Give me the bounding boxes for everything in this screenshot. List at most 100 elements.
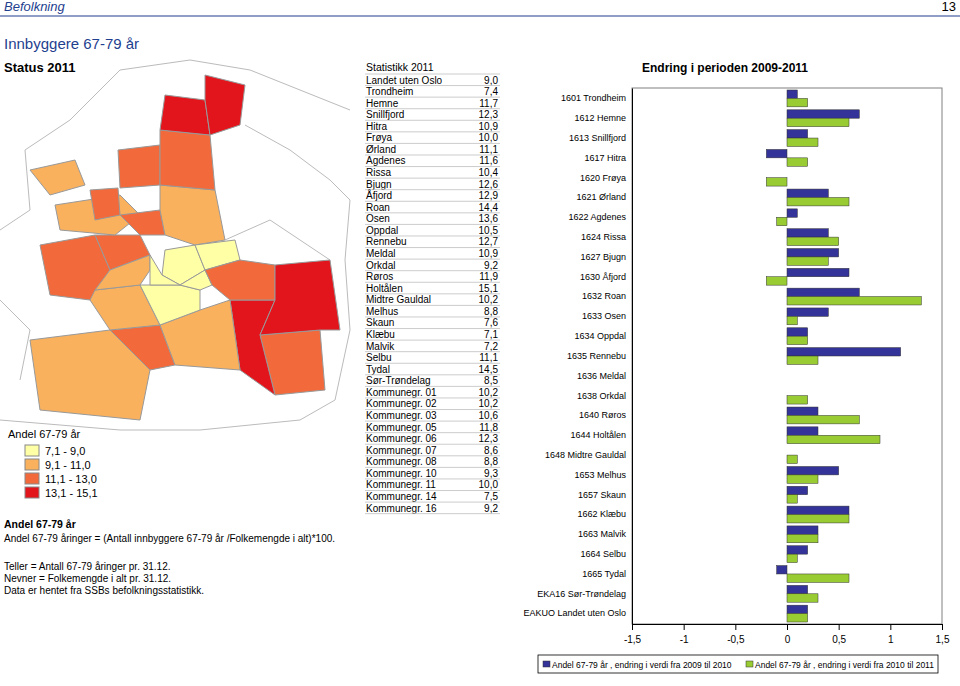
legend-label: 11,1 - 13,0 bbox=[45, 473, 97, 485]
bar bbox=[787, 526, 818, 534]
category-label: 1662 Klæbu bbox=[577, 509, 626, 519]
category-label: 1627 Bjugn bbox=[580, 252, 626, 262]
map-region bbox=[30, 160, 85, 195]
category-label: 1644 Holtålen bbox=[570, 430, 626, 440]
table-cell: Kommunegr. 11 bbox=[366, 479, 436, 490]
table-cell: 7,1 bbox=[484, 329, 498, 340]
y-tick: 1624 Rissa bbox=[581, 232, 626, 242]
y-tick: 1644 Holtålen bbox=[570, 430, 626, 440]
tick-mark bbox=[942, 624, 943, 630]
tick-label: -1 bbox=[680, 634, 689, 645]
map-region bbox=[118, 145, 160, 188]
bar bbox=[787, 515, 849, 523]
y-tick: 1638 Orkdal bbox=[577, 391, 626, 401]
chart-title: Endring i perioden 2009-2011 bbox=[642, 61, 808, 75]
page: Befolkning13Innbyggere 67-79 årStatus 20… bbox=[0, 0, 960, 686]
legend: Andel 67-79 år , endring i verdi fra 200… bbox=[538, 655, 938, 673]
table-cell: Kommunegr. 16 bbox=[366, 503, 437, 514]
note: Data er hentet fra SSBs befolkningsstati… bbox=[4, 585, 204, 596]
legend-swatch bbox=[25, 445, 39, 456]
bar bbox=[787, 229, 828, 237]
bar bbox=[787, 376, 788, 384]
bar bbox=[787, 288, 859, 296]
y-tick: 1627 Bjugn bbox=[580, 252, 626, 262]
category-label: 1633 Osen bbox=[582, 311, 626, 321]
x-tick: 1,5 bbox=[936, 624, 950, 645]
table-cell: 9,2 bbox=[484, 503, 498, 514]
map-outline bbox=[0, 300, 30, 380]
table-cell: 8,5 bbox=[484, 375, 498, 386]
table-cell: 8,8 bbox=[484, 306, 498, 317]
bar bbox=[787, 110, 859, 118]
definition-text: Andel 67-79 åringer = (Antall innbyggere… bbox=[4, 533, 335, 544]
table-cell: 10,2 bbox=[479, 398, 499, 409]
bar bbox=[787, 447, 788, 455]
table-cell: Kommunegr. 14 bbox=[366, 491, 437, 502]
map-region bbox=[150, 255, 180, 285]
bar bbox=[787, 328, 808, 336]
bar bbox=[787, 169, 788, 177]
bar bbox=[787, 435, 880, 443]
y-tick: 1613 Snillfjord bbox=[569, 133, 626, 143]
table-cell: 13,6 bbox=[479, 213, 499, 224]
table-cell: Holtålen bbox=[366, 283, 403, 294]
bar bbox=[787, 90, 797, 98]
category-label: 1622 Agdenes bbox=[568, 212, 626, 222]
legend-label: 13,1 - 15,1 bbox=[45, 487, 98, 499]
bar bbox=[766, 149, 787, 157]
table-cell: Røros bbox=[366, 271, 393, 282]
y-tick: 1635 Rennebu bbox=[567, 351, 626, 361]
y-tick: 1663 Malvik bbox=[578, 529, 627, 539]
category-label: 1632 Roan bbox=[582, 291, 626, 301]
bar bbox=[787, 554, 797, 562]
page-number: 13 bbox=[942, 0, 956, 14]
table-cell: Kommunegr. 02 bbox=[366, 398, 437, 409]
table-cell: 15,1 bbox=[479, 283, 499, 294]
y-tick: 1622 Agdenes bbox=[568, 212, 626, 222]
table-cell: 7,5 bbox=[484, 491, 498, 502]
map-region bbox=[160, 95, 210, 135]
table-cell: 12,6 bbox=[479, 179, 499, 190]
bar bbox=[787, 614, 808, 622]
y-tick: EAKUO Landet uten Oslo bbox=[523, 608, 626, 618]
table-cell: 11,1 bbox=[479, 144, 498, 155]
x-axis: -1,5-1-0,500,511,5 bbox=[624, 624, 950, 645]
category-label: 1621 Ørland bbox=[576, 192, 626, 202]
table-cell: Hemne bbox=[366, 98, 399, 109]
table-cell: Trondheim bbox=[366, 86, 413, 97]
table-cell: Agdenes bbox=[366, 155, 405, 166]
legend-swatch bbox=[25, 459, 39, 470]
tick-mark bbox=[684, 624, 685, 630]
table-cell: 14,4 bbox=[479, 202, 499, 213]
legend-label: 7,1 - 9,0 bbox=[45, 445, 85, 457]
bar bbox=[787, 130, 808, 138]
tick-label: -1,5 bbox=[624, 634, 642, 645]
category-label: 1620 Frøya bbox=[580, 173, 626, 183]
bar bbox=[787, 257, 828, 265]
y-tick: 1665 Tydal bbox=[582, 569, 626, 579]
table-cell: Kommunegr. 01 bbox=[366, 387, 437, 398]
map-region bbox=[205, 75, 245, 135]
y-tick: 1640 Røros bbox=[579, 410, 627, 420]
category-label: 1634 Oppdal bbox=[574, 331, 626, 341]
table-cell: Orkdal bbox=[366, 260, 395, 271]
chart: Endring i perioden 2009-2011-1,5-1-0,500… bbox=[523, 61, 949, 673]
table-cell: Kommunegr. 05 bbox=[366, 422, 437, 433]
table-cell: 8,8 bbox=[484, 456, 498, 467]
note: Teller = Antall 67-79 åringer pr. 31.12. bbox=[4, 561, 171, 572]
table-cell: 7,6 bbox=[484, 317, 498, 328]
bar bbox=[787, 486, 808, 494]
table-cell: 11,9 bbox=[479, 271, 498, 282]
table-cell: 9,0 bbox=[484, 75, 498, 86]
table-rule bbox=[365, 513, 500, 514]
table-cell: Landet uten Oslo bbox=[366, 75, 443, 86]
legend-swatch bbox=[25, 473, 39, 484]
bar bbox=[787, 407, 818, 415]
table-cell: Rissa bbox=[366, 167, 391, 178]
bar bbox=[787, 495, 797, 503]
bar bbox=[787, 237, 839, 245]
table-cell: Snillfjord bbox=[366, 109, 404, 120]
table-cell: Kommunegr. 07 bbox=[366, 445, 437, 456]
bar bbox=[787, 268, 849, 276]
definition-title: Andel 67-79 år bbox=[4, 518, 76, 530]
